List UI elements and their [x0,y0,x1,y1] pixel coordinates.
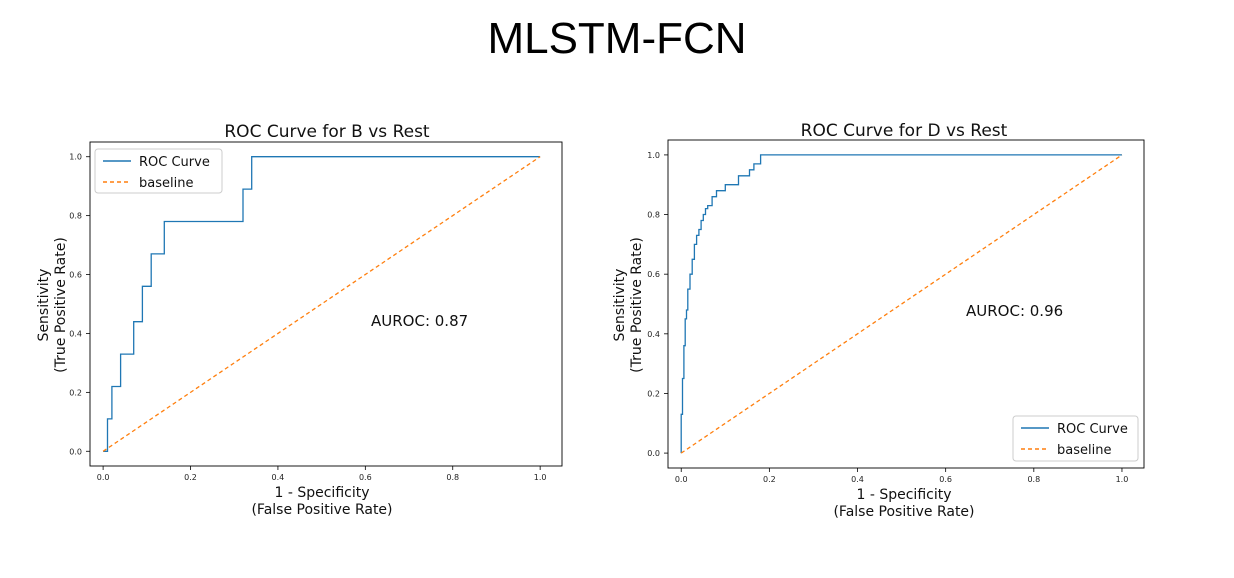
y-tick-label: 0.4 [69,329,82,338]
legend: ROC Curve baseline [94,148,223,194]
x-tick-label: 1.0 [1116,475,1129,484]
x-tick-label: 0.0 [97,473,110,482]
y-axis-label: Sensitivity (True Positive Rate) [36,237,69,373]
roc-curve-line [680,154,1122,454]
y-axis-label: Sensitivity (True Positive Rate) [612,237,645,373]
x-tick-label: 0.0 [675,475,688,484]
x-axis-label-line2: (False Positive Rate) [833,504,974,520]
y-tick-label: 0.6 [647,270,660,279]
chart-title: ROC Curve for B vs Rest [224,122,430,142]
baseline-line [680,154,1123,454]
y-tick-label: 0.0 [647,449,660,458]
y-tick-label: 0.0 [69,447,82,456]
y-tick-label: 1.0 [647,151,660,160]
legend-label: baseline [139,176,193,191]
x-tick-label: 1.0 [534,473,547,482]
y-tick-label: 0.2 [69,388,82,397]
legend-label: ROC Curve [1057,422,1128,437]
x-tick-label: 0.4 [851,475,864,484]
x-tick-label: 0.2 [184,473,197,482]
x-tick-label: 0.4 [272,473,285,482]
x-tick-label: 0.6 [939,475,952,484]
x-tick-label: 0.6 [359,473,372,482]
legend-label: baseline [1057,443,1111,458]
y-tick-label: 1.0 [69,153,82,162]
y-tick-label: 0.6 [69,271,82,280]
legend-box [1012,415,1139,462]
x-axis-label-line1: 1 - Specificity [856,487,951,503]
y-tick-label: 0.8 [69,212,82,221]
x-axis-label-line2: (False Positive Rate) [251,502,392,518]
y-axis-label-line1: Sensitivity [36,269,52,342]
x-tick-label: 0.8 [446,473,459,482]
auroc-annotation-d: AUROC: 0.96 [966,302,1064,320]
y-axis-label-line2: (True Positive Rate) [53,237,69,373]
x-tick-label: 0.8 [1027,475,1040,484]
y-tick-label: 0.2 [647,389,660,398]
legend-label: ROC Curve [139,155,210,170]
baseline-line [102,156,541,452]
x-tick-label: 0.2 [763,475,776,484]
y-tick-label: 0.8 [647,211,660,220]
plot-frame [89,141,563,467]
y-axis-label-line2: (True Positive Rate) [629,237,645,373]
roc-curve-line [103,156,541,452]
auroc-annotation-b: AUROC: 0.87 [371,312,469,330]
plot-frame [667,139,1145,469]
x-axis-label-line1: 1 - Specificity [274,485,369,501]
legend: ROC Curve baseline [1012,415,1139,462]
y-tick-label: 0.4 [647,330,660,339]
y-axis-label-line1: Sensitivity [612,269,628,342]
slide-title: MLSTM-FCN [487,14,747,63]
chart-title: ROC Curve for D vs Rest [801,121,1008,141]
